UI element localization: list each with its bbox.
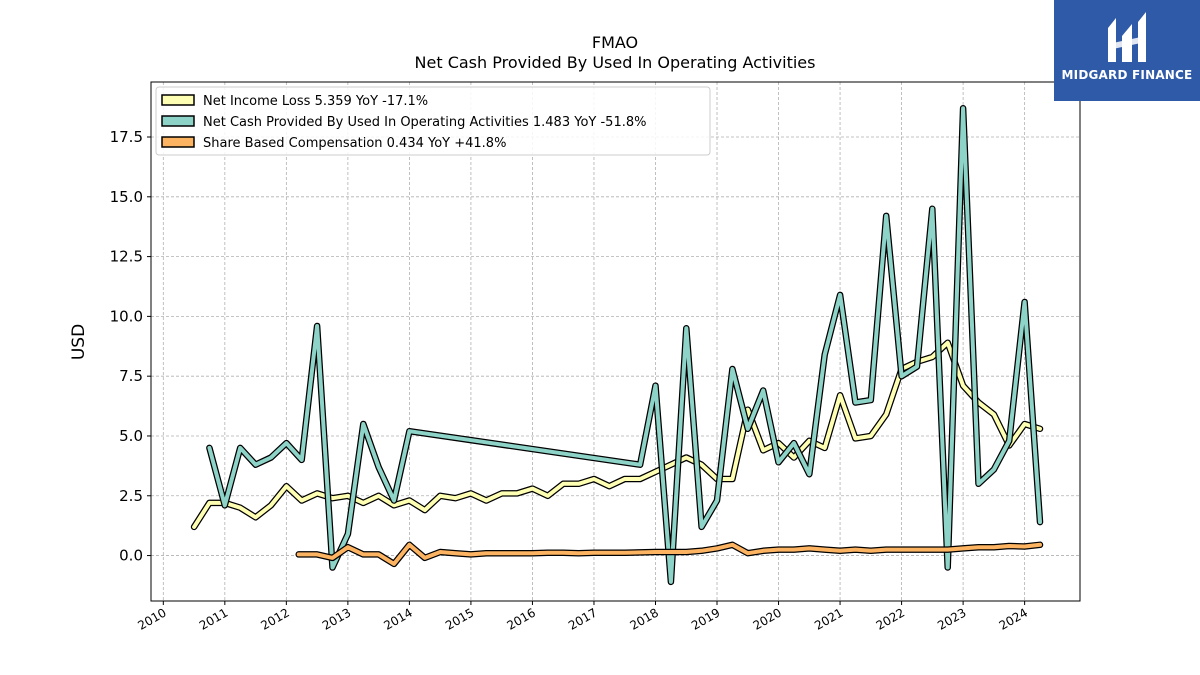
y-axis-label: USD [69,324,89,360]
legend-label: Share Based Compensation 0.434 YoY +41.8… [203,136,506,151]
x-tick-label: 2011 [197,605,230,632]
series-2-line [296,542,1042,566]
x-tick-label: 2010 [135,605,168,632]
x-tick-label: 2013 [320,605,353,632]
legend-swatch [161,115,195,127]
y-tick-label: 2.5 [119,487,143,505]
axis-ticks: 2010 2011 2012 2013 2014 2015 2016 2017 2018 2019… [110,128,1031,633]
legend-swatch [161,94,195,106]
x-tick-label: 2018 [628,605,661,632]
x-tick-label: 2012 [258,605,291,632]
y-tick-label: 5.0 [119,427,143,445]
x-tick-label: 2015 [443,605,476,632]
y-tick-label: 17.5 [110,128,143,146]
x-tick-label: 2020 [751,605,784,632]
y-tick-label: 15.0 [110,188,143,206]
y-tick-label: 10.0 [110,307,143,325]
x-tick-label: 2014 [381,605,414,632]
grid [151,82,1080,601]
legend-box [155,86,711,156]
x-tick-label: 2024 [997,605,1030,632]
x-tick-label: 2016 [504,605,537,632]
x-tick-label: 2019 [689,605,722,632]
legend-swatch [161,136,195,148]
x-tick-label: 2017 [566,605,599,632]
brand-mark-icon [1108,12,1146,62]
x-tick-label: 2023 [935,605,968,632]
series-1-line [207,106,1042,584]
x-tick-label: 2021 [812,605,845,632]
y-tick-label: 7.5 [119,367,143,385]
chart-title: FMAO [592,33,638,52]
y-tick-label: 12.5 [110,248,143,266]
brand-name: MIDGARD FINANCE [1061,68,1193,82]
x-tick-label: 2022 [874,605,907,632]
y-tick-label: 0.0 [119,547,143,565]
series-layer [190,105,1044,586]
brand-logo: MIDGARD FINANCE [1054,0,1200,101]
legend-label: Net Cash Provided By Used In Operating A… [203,115,646,130]
plot-frame [150,81,1081,602]
chart-subtitle: Net Cash Provided By Used In Operating A… [415,53,816,72]
legend-label: Net Income Loss 5.359 YoY -17.1% [203,94,428,109]
series-1-outline [206,105,1044,586]
legend: Net Income Loss 5.359 YoY -17.1% Net Cash… [155,86,711,156]
